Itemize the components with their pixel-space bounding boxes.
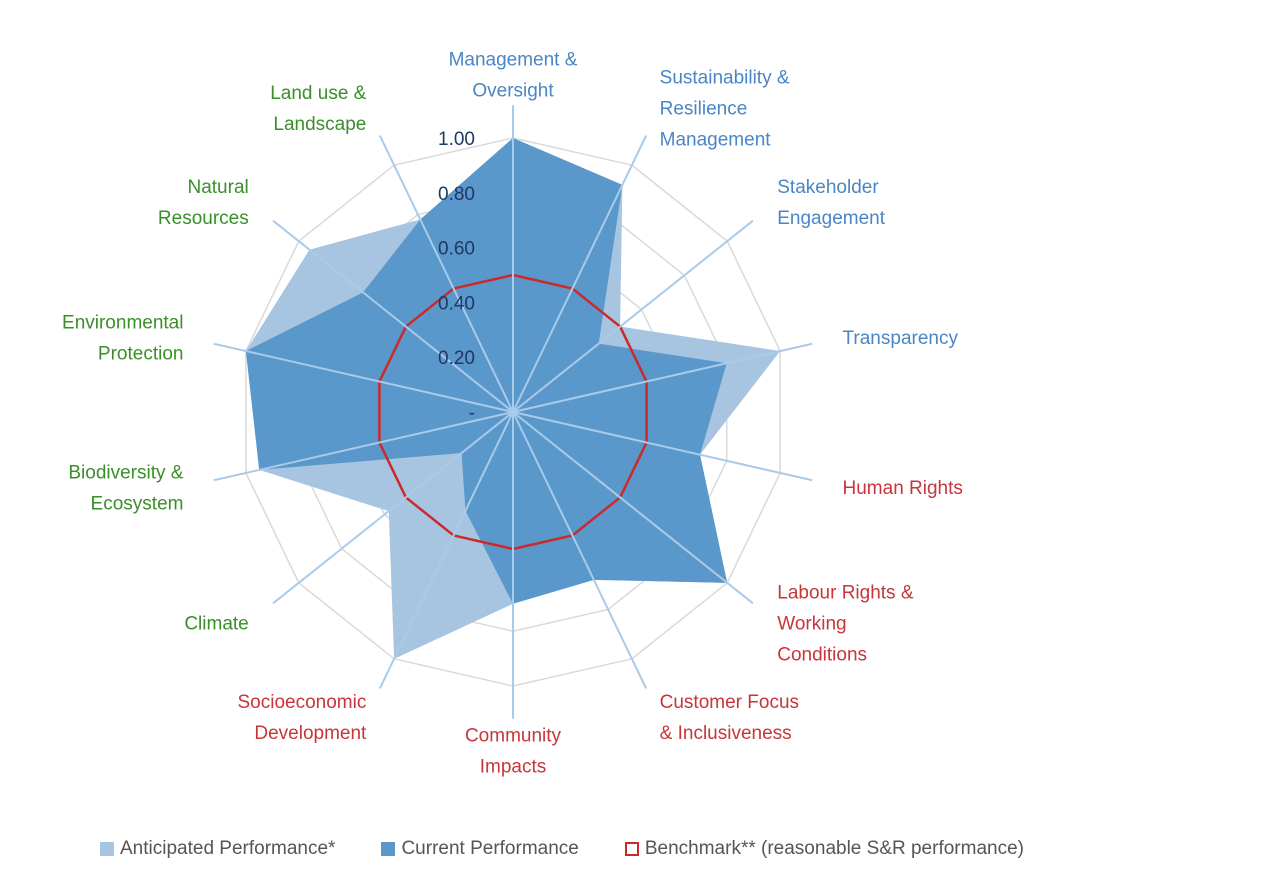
category-label-line: Protection — [98, 343, 184, 364]
category-label-line: Socioeconomic — [238, 692, 367, 713]
category-label: Biodiversity & Ecosystem — [68, 463, 183, 515]
category-label: Community Impacts — [465, 726, 562, 778]
category-label: Transparency — [843, 328, 959, 349]
legend-swatch-benchmark — [625, 842, 639, 856]
legend-swatch-current — [381, 842, 395, 856]
axis-tick-label: - — [469, 403, 475, 424]
category-label: Customer Focus & Inclusiveness — [660, 692, 799, 744]
category-label-line: Impacts — [480, 757, 547, 778]
category-label: Labour Rights & Working Conditions — [777, 583, 914, 666]
category-label-line: Transparency — [843, 328, 959, 349]
category-label-line: Climate — [184, 614, 248, 635]
category-label-line: Land use & — [270, 83, 366, 104]
legend-swatch-anticipated — [100, 842, 114, 856]
category-label: Climate — [184, 614, 248, 635]
category-label-line: Community — [465, 726, 562, 747]
category-label: Land use & Landscape — [270, 83, 366, 135]
legend-label-anticipated: Anticipated Performance* — [120, 838, 335, 860]
category-label-line: Conditions — [777, 645, 867, 666]
category-label-line: Resilience — [660, 98, 748, 119]
category-label-line: Management — [660, 129, 772, 150]
category-label-line: Development — [254, 723, 367, 744]
category-label-line: Stakeholder — [777, 177, 879, 198]
category-label-line: Environmental — [62, 312, 183, 333]
legend: Anticipated Performance* Current Perform… — [100, 838, 1270, 860]
axis-tick-label: 1.00 — [438, 129, 475, 150]
category-label-line: Resources — [158, 208, 249, 229]
category-label: Sustainability & Resilience Management — [660, 67, 790, 150]
radar-chart: - 0.20 0.40 0.60 0.80 1.00 Management & Oversi… — [0, 0, 1280, 830]
series-current-area — [246, 138, 727, 604]
category-label-line: Engagement — [777, 208, 885, 229]
category-label-line: Working — [777, 614, 846, 635]
category-label-line: Natural — [187, 177, 248, 198]
category-label-line: Sustainability & — [660, 67, 790, 88]
category-label-line: Human Rights — [843, 478, 963, 499]
category-label-line: Ecosystem — [91, 494, 184, 515]
legend-item-anticipated: Anticipated Performance* — [100, 838, 335, 860]
category-label-line: & Inclusiveness — [660, 723, 792, 744]
axis-tick-label: 0.80 — [438, 184, 475, 205]
category-label-line: Customer Focus — [660, 692, 799, 713]
legend-label-benchmark: Benchmark** (reasonable S&R performance) — [645, 838, 1024, 860]
category-label-line: Management & — [449, 50, 578, 71]
category-label-line: Biodiversity & — [68, 463, 183, 484]
category-label: Natural Resources — [158, 177, 249, 229]
legend-item-benchmark: Benchmark** (reasonable S&R performance) — [625, 838, 1024, 860]
category-label: Stakeholder Engagement — [777, 177, 885, 229]
axis-tick-label: 0.60 — [438, 239, 475, 260]
axis-tick-label: 0.40 — [438, 293, 475, 314]
category-label-line: Oversight — [472, 81, 554, 102]
axis-tick-label: 0.20 — [438, 348, 475, 369]
category-label-line: Landscape — [273, 114, 366, 135]
category-label: Environmental Protection — [62, 312, 183, 364]
category-label: Socioeconomic Development — [238, 692, 368, 744]
legend-item-current: Current Performance — [381, 838, 578, 860]
category-label: Management & Oversight — [449, 50, 578, 102]
category-label: Human Rights — [843, 478, 963, 499]
category-label-line: Labour Rights & — [777, 583, 914, 604]
legend-label-current: Current Performance — [401, 838, 578, 860]
